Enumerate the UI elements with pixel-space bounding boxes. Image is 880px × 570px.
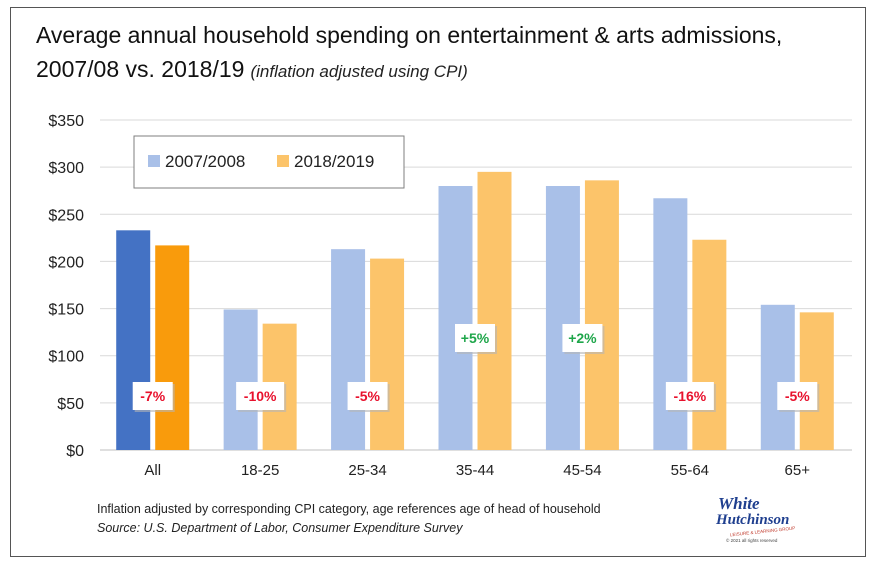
bars	[116, 171, 834, 451]
change-label: -7%	[132, 382, 175, 412]
change-labels: -7% -10% -5% +5% +2% -16% -5%	[132, 324, 820, 412]
logo-line1: White	[718, 494, 760, 513]
change-label-text: -5%	[355, 388, 380, 404]
change-label: +5%	[455, 324, 497, 354]
footnote: Inflation adjusted by corresponding CPI …	[97, 500, 601, 538]
legend-swatch	[277, 155, 289, 167]
chart-title-sub: (inflation adjusted using CPI)	[250, 62, 468, 81]
x-tick-label: 65+	[785, 462, 811, 479]
legend-label: 2007/2008	[165, 152, 245, 171]
change-label-box	[777, 382, 818, 410]
bar-2018/2019-45-54	[584, 180, 619, 451]
change-label: +2%	[562, 324, 605, 354]
change-label-box	[665, 382, 714, 410]
bar-2007/2008-25-34	[331, 249, 366, 450]
bar-2007/2008-55-64	[653, 198, 688, 450]
change-label-text: -5%	[785, 388, 810, 404]
logo-tagline: LEISURE & LEARNING GROUP	[730, 526, 796, 538]
x-tick-label: All	[144, 462, 161, 479]
change-label-text: +2%	[568, 330, 597, 346]
y-tick-label: $0	[66, 443, 84, 460]
change-label-text: +5%	[461, 330, 490, 346]
x-axis-ticks: All 18-25 25-34 35-44 45-54 55-64 65+	[144, 462, 810, 479]
y-tick-label: $300	[48, 160, 84, 177]
legend-box	[133, 135, 405, 189]
y-tick-label: $50	[57, 396, 84, 413]
x-tick-label: 18-25	[241, 462, 279, 479]
bar-2018/2019-All	[155, 245, 190, 450]
change-label-text: -10%	[244, 388, 277, 404]
legend-label: 2018/2019	[294, 152, 374, 171]
y-tick-label: $150	[48, 302, 84, 319]
change-label: -10%	[236, 382, 287, 412]
change-label-box	[236, 382, 285, 410]
legend: 2007/2008 2018/2019	[133, 135, 405, 189]
bar-2018/2019-55-64	[692, 239, 727, 450]
bar-2018/2019-35-44	[477, 171, 512, 450]
y-tick-label: $100	[48, 349, 84, 366]
bar-2007/2008-35-44	[438, 186, 473, 450]
change-label-box	[347, 382, 388, 410]
y-axis-ticks: $0 $50 $100 $150 $200 $250 $300 $350	[48, 113, 84, 460]
y-tick-label: $200	[48, 254, 84, 271]
x-tick-label: 55-64	[671, 462, 709, 479]
footnote-source: Source: U.S. Department of Labor, Consum…	[97, 521, 463, 535]
footnote-note: Inflation adjusted by corresponding CPI …	[97, 502, 601, 516]
change-label-box	[455, 324, 495, 352]
bar-2007/2008-45-54	[545, 186, 580, 450]
y-tick-label: $250	[48, 207, 84, 224]
change-label: -16%	[665, 382, 716, 412]
change-label-text: -7%	[140, 388, 165, 404]
chart-title-main: Average annual household spending on ent…	[36, 22, 783, 82]
bar-2007/2008-18-25	[223, 309, 258, 450]
change-label-text: -16%	[674, 388, 707, 404]
bar-2007/2008-All	[116, 230, 151, 450]
change-label-box	[132, 382, 173, 410]
bar-2018/2019-25-34	[370, 258, 405, 450]
y-tick-label: $350	[48, 113, 84, 130]
change-label-box	[562, 324, 603, 352]
x-tick-label: 25-34	[348, 462, 386, 479]
white-hutchinson-logo: White Hutchinson LEISURE & LEARNING GROU…	[715, 494, 796, 543]
x-tick-label: 45-54	[563, 462, 601, 479]
change-label: -5%	[347, 382, 390, 412]
logo-copyright: © 2021 all rights reserved	[726, 537, 778, 543]
change-label: -5%	[777, 382, 820, 412]
legend-swatch	[148, 155, 160, 167]
chart-title: Average annual household spending on ent…	[36, 18, 856, 89]
x-tick-label: 35-44	[456, 462, 494, 479]
logo-line2: Hutchinson	[715, 512, 789, 528]
bar-2007/2008-65+	[760, 304, 795, 450]
bar-2018/2019-65+	[799, 312, 834, 450]
